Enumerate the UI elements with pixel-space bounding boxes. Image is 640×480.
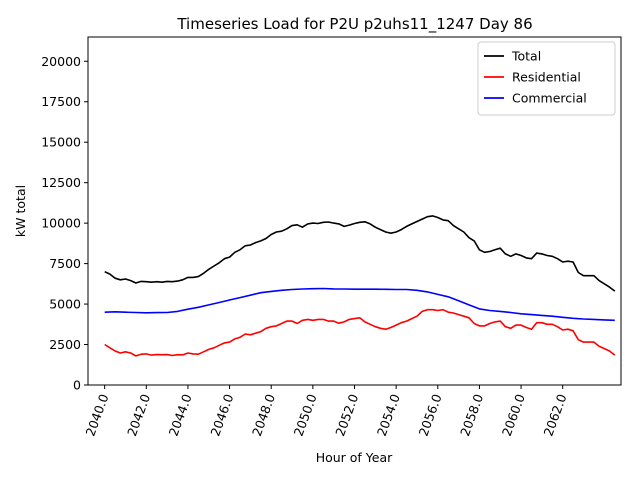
legend-frame: [477, 41, 616, 116]
series-line-residential: [104, 308, 616, 357]
legend: Total Residential Commercial: [477, 41, 616, 116]
series-line-total: [104, 215, 616, 292]
y-axis-ticks: 0 2500 5000 7500 10000 12500 15000 17500 20000: [41, 54, 88, 393]
y-tick-label: 12500: [41, 175, 81, 190]
chart-title: Timeseries Load for P2U p2uhs11_1247 Day…: [176, 15, 532, 34]
legend-label-commercial: Commercial: [512, 91, 587, 106]
series-group: [104, 215, 616, 357]
y-tick-label: 17500: [41, 94, 81, 109]
y-tick-label: 10000: [41, 216, 81, 231]
y-tick-label: 5000: [49, 297, 81, 312]
y-axis-label: kW total: [13, 185, 28, 237]
y-tick-label: 2500: [49, 337, 81, 352]
y-tick-label: 7500: [49, 256, 81, 271]
series-line-commercial: [104, 287, 615, 322]
x-axis-label: Hour of Year: [316, 450, 393, 465]
legend-label-residential: Residential: [512, 70, 581, 85]
y-tick-label: 20000: [41, 54, 81, 69]
y-tick-label: 0: [73, 378, 81, 393]
legend-label-total: Total: [511, 49, 541, 64]
y-tick-label: 15000: [41, 135, 81, 150]
